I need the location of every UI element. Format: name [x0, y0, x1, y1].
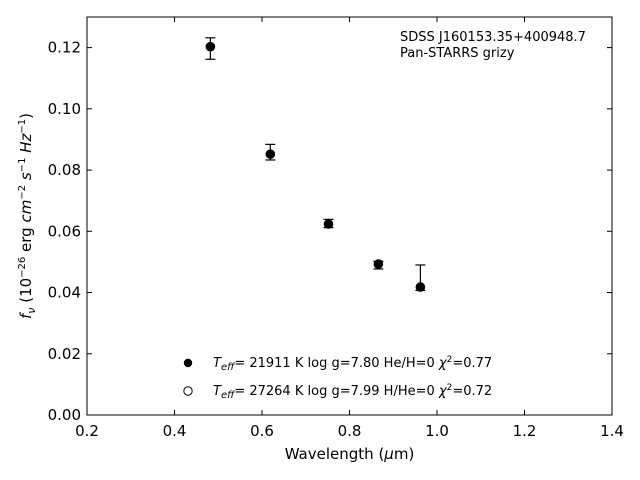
y-axis-label: fν (10−26 erg cm−2 s−1 Hz−1) [17, 113, 38, 319]
model-point-filled [265, 149, 276, 159]
model-point-filled [373, 259, 384, 269]
x-tick-label: 0.6 [250, 422, 274, 440]
model-point-filled [323, 219, 334, 229]
error-bars [205, 37, 426, 291]
x-axis-label: Wavelength (μm) [285, 445, 415, 463]
legend: Teff= 21911 K log g=7.80 He/H=0 χ2=0.77 … [183, 355, 492, 401]
legend-marker-open [183, 386, 193, 396]
y-tick-label: 0.10 [48, 100, 81, 118]
y-tick-label: 0.02 [48, 345, 81, 363]
y-tick-label: 0.08 [48, 161, 81, 179]
y-tick-label: 0.04 [48, 284, 81, 302]
y-tick-label: 0.12 [48, 39, 81, 57]
legend-entry-2: Teff= 27264 K log g=7.99 H/He=0 χ2=0.72 [213, 383, 492, 401]
y-tick-label: 0.06 [48, 222, 81, 240]
annotation-survey: Pan-STARRS grizy [400, 46, 515, 61]
data-points [205, 41, 426, 292]
x-tick-label: 1.0 [425, 422, 449, 440]
legend-entry-1: Teff= 21911 K log g=7.80 He/H=0 χ2=0.77 [213, 355, 492, 373]
axis-ticks [86, 17, 613, 416]
axis-tick-labels: 0.2 0.4 0.6 0.8 1.0 1.2 1.4 0.00 0.02 0.04 0.06 0.0… [48, 39, 624, 440]
y-tick-label: 0.00 [48, 406, 81, 424]
model-point-filled [205, 41, 216, 52]
legend-marker-filled [183, 358, 193, 368]
x-tick-label: 1.4 [600, 422, 624, 440]
x-tick-label: 0.4 [163, 422, 187, 440]
x-tick-label: 0.8 [338, 422, 362, 440]
annotation-object-name: SDSS J160153.35+400948.7 [400, 30, 586, 45]
x-tick-label: 0.2 [75, 422, 99, 440]
x-tick-label: 1.2 [513, 422, 537, 440]
model-point-filled [415, 282, 426, 292]
